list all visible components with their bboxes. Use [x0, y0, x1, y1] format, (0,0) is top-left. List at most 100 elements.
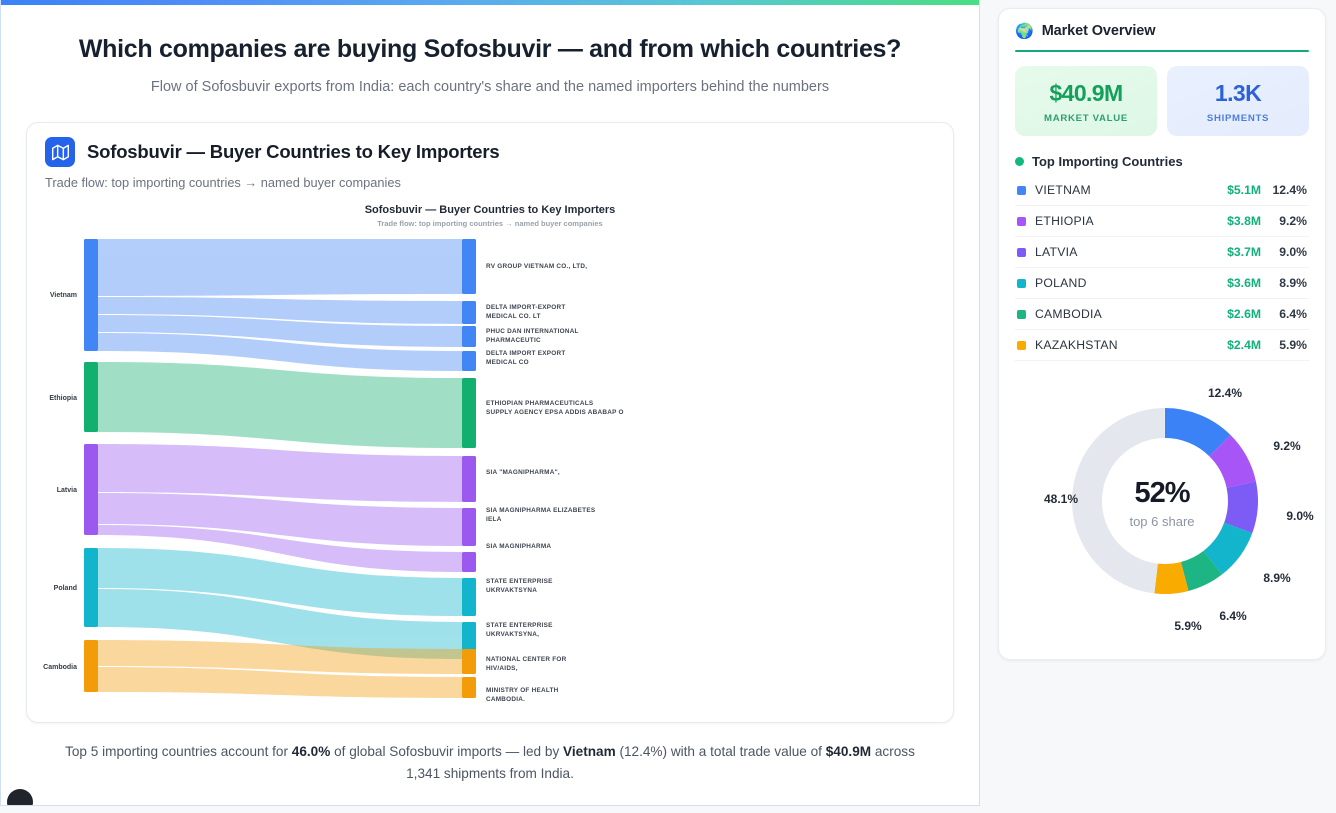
- kpi-shipments: 1.3K SHIPMENTS: [1167, 66, 1309, 136]
- sankey-links-ethiopia: [98, 362, 462, 448]
- sankey-links-vietnam: [98, 239, 462, 371]
- country-pct: 8.9%: [1279, 276, 1307, 290]
- sankey-chart-card: Sofosbuvir — Buyer Countries to Key Impo…: [26, 122, 954, 723]
- sankey-links-latvia: [98, 444, 462, 572]
- donut-labels: 12.4% 9.2% 9.0% 8.9% 6.4% 5.9% 48.1%: [1044, 386, 1314, 633]
- sankey-source-nodes: [84, 239, 98, 692]
- svg-text:STATE ENTERPRISE: STATE ENTERPRISE: [486, 622, 553, 629]
- country-name: LATVIA: [1035, 245, 1078, 259]
- svg-text:CAMBODIA.: CAMBODIA.: [486, 696, 525, 703]
- svg-text:UKRVAKTSYNA: UKRVAKTSYNA: [486, 587, 537, 594]
- market-overview-header: 🌍 Market Overview: [1015, 23, 1309, 39]
- sidebar: 🌍 Market Overview $40.9M MARKET VALUE 1.…: [980, 0, 1336, 813]
- card-subtitle: Trade flow: top importing countries → na…: [45, 175, 401, 190]
- svg-text:IELA: IELA: [486, 516, 502, 523]
- country-value: $3.7M: [1227, 245, 1261, 259]
- country-pct: 9.0%: [1279, 245, 1307, 259]
- sankey-links-cambodia: [98, 640, 462, 698]
- country-value: $2.6M: [1227, 307, 1261, 321]
- sankey-target-nodes: [462, 239, 476, 698]
- country-name: CAMBODIA: [1035, 307, 1103, 321]
- sankey-inner-subtitle: Trade flow: top importing countries → na…: [377, 219, 603, 228]
- donut-center-label: top 6 share: [1129, 514, 1195, 529]
- country-value: $2.4M: [1227, 338, 1261, 352]
- country-name: POLAND: [1035, 276, 1087, 290]
- footer-text-e: (12.4%) with a total trade value of: [615, 744, 826, 759]
- footer-line2: across 1,341 shipments from India.: [406, 744, 915, 782]
- market-overview-card: 🌍 Market Overview $40.9M MARKET VALUE 1.…: [998, 8, 1326, 660]
- page-title: Which companies are buying Sofosbuvir — …: [78, 35, 902, 63]
- color-swatch: [1017, 216, 1026, 226]
- sankey-diagram: Sofosbuvir — Buyer Countries to Key Impo…: [27, 204, 953, 704]
- donut-label-kazakhstan: 5.9%: [1174, 619, 1202, 633]
- svg-text:PHUC DAN INTERNATIONAL: PHUC DAN INTERNATIONAL: [486, 328, 579, 335]
- svg-text:MEDICAL CO. LT: MEDICAL CO. LT: [486, 313, 541, 320]
- country-list: VIETNAM $5.1M 12.4% ETHIOPIA $3.8M 9.2% …: [1015, 175, 1309, 361]
- hero-section: Which companies are buying Sofosbuvir — …: [1, 0, 979, 95]
- country-name: ETHIOPIA: [1035, 214, 1094, 228]
- list-item[interactable]: CAMBODIA $2.6M 6.4%: [1015, 299, 1309, 330]
- top-countries-header: Top Importing Countries: [1015, 154, 1309, 169]
- donut-label-other: 48.1%: [1044, 492, 1078, 506]
- svg-text:Vietnam: Vietnam: [50, 292, 77, 299]
- footer-text-c: of global Sofosbuvir imports — led by: [330, 744, 564, 759]
- donut-label-ethiopia: 9.2%: [1273, 439, 1301, 453]
- list-item[interactable]: VIETNAM $5.1M 12.4%: [1015, 175, 1309, 206]
- corner-indicator-dot: [7, 789, 33, 805]
- svg-text:DELTA IMPORT EXPORT: DELTA IMPORT EXPORT: [486, 350, 566, 357]
- donut-label-cambodia: 6.4%: [1219, 609, 1247, 623]
- sankey-inner-title: Sofosbuvir — Buyer Countries to Key Impo…: [364, 204, 616, 216]
- list-item[interactable]: POLAND $3.6M 8.9%: [1015, 268, 1309, 299]
- svg-text:MEDICAL CO: MEDICAL CO: [486, 359, 529, 366]
- svg-text:Ethiopia: Ethiopia: [49, 395, 77, 402]
- svg-text:Cambodia: Cambodia: [43, 664, 77, 671]
- kpi-market-value-number: $40.9M: [1049, 80, 1123, 106]
- main-panel: Which companies are buying Sofosbuvir — …: [0, 0, 980, 806]
- kpi-shipments-number: 1.3K: [1214, 80, 1262, 106]
- sankey-links-poland: [98, 548, 462, 659]
- svg-text:SIA "MAGNIPHARMA",: SIA "MAGNIPHARMA",: [486, 469, 560, 476]
- globe-icon: 🌍: [1015, 22, 1034, 40]
- list-item[interactable]: KAZAKHSTAN $2.4M 5.9%: [1015, 330, 1309, 361]
- svg-text:PHARMACEUTIC: PHARMACEUTIC: [486, 337, 541, 344]
- donut-center-value: 52%: [1134, 477, 1190, 509]
- footer-text-a: Top 5 importing countries account for: [65, 744, 292, 759]
- country-pct: 6.4%: [1279, 307, 1307, 321]
- country-pct: 12.4%: [1272, 183, 1307, 197]
- donut-chart: 12.4% 9.2% 9.0% 8.9% 6.4% 5.9% 48.1% 52%…: [1015, 373, 1314, 641]
- svg-text:NATIONAL CENTER FOR: NATIONAL CENTER FOR: [486, 656, 567, 663]
- country-value: $5.1M: [1227, 183, 1261, 197]
- color-swatch: [1017, 340, 1026, 350]
- svg-text:Latvia: Latvia: [57, 487, 77, 494]
- footer-value: $40.9M: [825, 744, 872, 759]
- svg-text:Poland: Poland: [54, 585, 77, 592]
- donut-label-latvia: 9.0%: [1286, 509, 1314, 523]
- svg-text:HIV/AIDS,: HIV/AIDS,: [486, 665, 518, 672]
- footer-summary: Top 5 importing countries account for 46…: [49, 741, 931, 785]
- svg-text:MINISTRY OF HEALTH: MINISTRY OF HEALTH: [486, 687, 559, 694]
- map-icon: [45, 137, 75, 167]
- card-title: Sofosbuvir — Buyer Countries to Key Impo…: [87, 141, 500, 162]
- kpi-row: $40.9M MARKET VALUE 1.3K SHIPMENTS: [1015, 66, 1309, 136]
- top-countries-title: Top Importing Countries: [1032, 154, 1183, 169]
- donut-svg: 12.4% 9.2% 9.0% 8.9% 6.4% 5.9% 48.1%: [1044, 386, 1314, 633]
- svg-text:UKRVAKTSYNA,: UKRVAKTSYNA,: [486, 631, 539, 638]
- footer-pct: 46.0%: [291, 744, 331, 759]
- market-overview-title: Market Overview: [1041, 23, 1156, 39]
- kpi-shipments-label: SHIPMENTS: [1206, 113, 1270, 124]
- list-item[interactable]: ETHIOPIA $3.8M 9.2%: [1015, 206, 1309, 237]
- country-pct: 9.2%: [1279, 214, 1307, 228]
- svg-text:SIA MAGNIPHARMA: SIA MAGNIPHARMA: [486, 543, 551, 550]
- svg-text:STATE ENTERPRISE: STATE ENTERPRISE: [486, 578, 553, 585]
- header-divider: [1015, 50, 1309, 52]
- country-name: KAZAKHSTAN: [1035, 338, 1118, 352]
- donut-label-poland: 8.9%: [1263, 571, 1291, 585]
- top-gradient-bar: [1, 0, 979, 5]
- sankey-target-labels: RV GROUP VIETNAM CO., LTD, DELTA IMPORT-…: [486, 263, 624, 703]
- country-value: $3.6M: [1227, 276, 1261, 290]
- kpi-market-value-label: MARKET VALUE: [1044, 113, 1128, 124]
- donut-center: 52% top 6 share: [1015, 477, 1309, 529]
- color-swatch: [1017, 247, 1026, 257]
- page-subtitle: Flow of Sofosbuvir exports from India: e…: [150, 79, 830, 95]
- list-item[interactable]: LATVIA $3.7M 9.0%: [1015, 237, 1309, 268]
